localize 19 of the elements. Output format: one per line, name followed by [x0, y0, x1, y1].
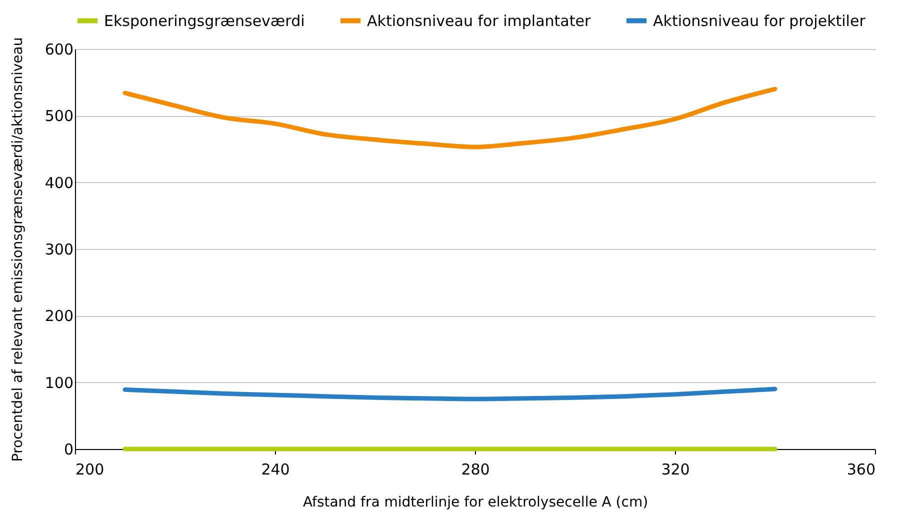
y-tick-label: 200	[44, 307, 74, 326]
x-tick-label: 320	[661, 460, 690, 478]
y-tick-label: 400	[44, 174, 74, 192]
x-tick-label: 360	[846, 460, 876, 478]
y-axis-title: Procentdel af relevant emissionsgrænseværdi/aktionsniveau	[10, 37, 26, 462]
line-series	[122, 386, 778, 402]
x-tick-label: 200	[76, 460, 104, 478]
y-tick-label: 300	[44, 240, 74, 258]
legend-label: Aktionsniveau for implantater	[367, 12, 592, 30]
y-tick-label: 500	[44, 107, 74, 126]
x-tick-label: 240	[261, 460, 290, 478]
legend-label: Eksponeringsgrænseværdi	[104, 12, 305, 30]
x-axis-title: Afstand fra midterlinje for elektrolysecelle A (cm)	[302, 494, 648, 510]
x-tick-label: 280	[461, 460, 490, 478]
y-tick-label: 600	[44, 40, 74, 58]
y-tick-label: 0	[64, 440, 74, 458]
y-tick-label: 100	[44, 374, 74, 392]
line-series	[122, 86, 778, 150]
legend-label: Aktionsniveau for projektiler	[653, 12, 866, 30]
